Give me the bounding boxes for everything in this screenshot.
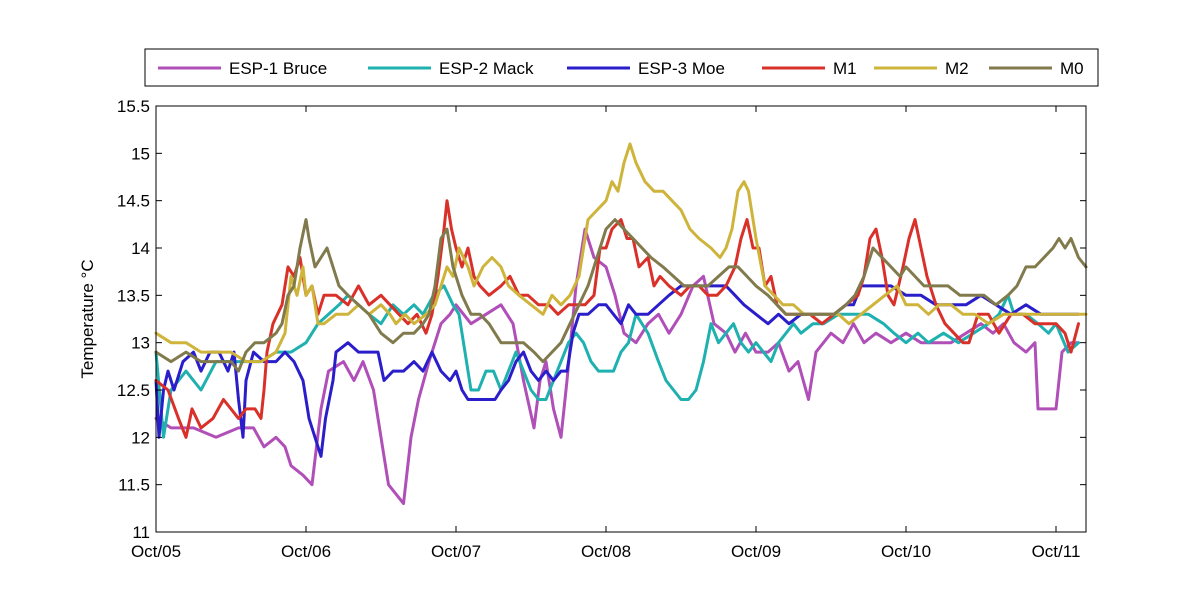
y-tick-label: 11.5 [118,476,150,495]
y-tick-label: 12 [131,428,150,447]
y-axis-label: Temperature °C [78,259,97,378]
y-tick-label: 11 [132,523,150,542]
legend-label-5: M0 [1060,59,1084,78]
series-line-4 [154,142,1088,364]
x-tick-label: Oct/05 [131,542,181,561]
series-line-0 [154,227,1080,506]
legend-label-3: M1 [833,59,857,78]
plot-frame [155,105,1087,533]
x-tick-label: Oct/09 [731,542,781,561]
legend: ESP-1 Bruce ESP-2 Mack ESP-3 Moe M1 M2 M0 [144,48,1099,87]
legend-box [144,48,1099,87]
y-tick-label: 15 [131,144,150,163]
y-tick-label: 13.5 [117,286,150,305]
y-tick-label: 14.5 [117,192,150,211]
x-tick-label: Oct/10 [881,542,931,561]
legend-label-4: M2 [945,59,969,78]
x-tick-label: Oct/06 [281,542,331,561]
legend-label-1: ESP-2 Mack [439,59,534,78]
legend-label-0: ESP-1 Bruce [229,59,327,78]
x-tick-label: Oct/08 [581,542,631,561]
y-tick-label: 12.5 [117,381,150,400]
y-tick-label: 13 [131,334,150,353]
x-tick-label: Oct/11 [1032,542,1081,561]
y-tick-label: 15.5 [117,97,150,116]
legend-label-2: ESP-3 Moe [638,59,725,78]
y-tick-label: 14 [131,239,150,258]
series-layer [154,142,1088,506]
series-line-5 [154,218,1088,373]
x-tick-label: Oct/07 [431,542,481,561]
series-line-2 [154,284,1080,458]
axes: 11 11.5 12 12.5 13 13.5 14 14.5 15 15.5 Oct/05 Oct/… [117,97,1086,561]
